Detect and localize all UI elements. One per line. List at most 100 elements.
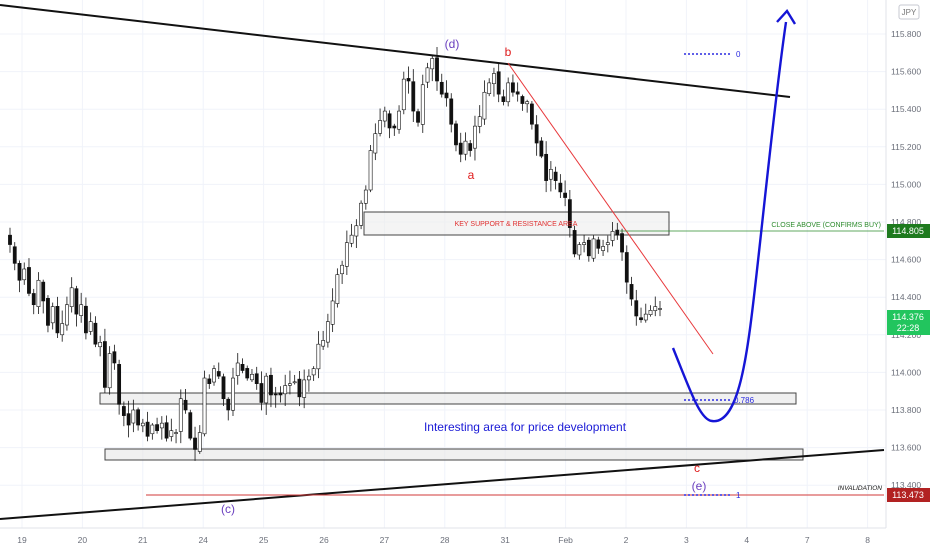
candle-body <box>79 304 84 316</box>
fib-0-label: 0 <box>736 50 741 59</box>
candle-body <box>297 378 302 398</box>
time-tick-label: 3 <box>684 535 689 545</box>
candle-body <box>117 364 122 405</box>
candle-body <box>392 125 397 129</box>
red-downtrend-line[interactable] <box>507 62 714 355</box>
candle-body <box>121 406 126 416</box>
candle-body <box>98 342 103 348</box>
candle-body <box>658 308 662 310</box>
confirm-price-tag <box>887 224 930 238</box>
interesting-area-label: Interesting area for price development <box>424 420 627 434</box>
price-axis[interactable]: 115.800 115.600 115.400 115.200 115.000 114.8… <box>891 29 921 490</box>
candle-body <box>164 422 169 439</box>
candle-body <box>454 123 458 146</box>
current-price-countdown: 22:28 <box>897 323 920 333</box>
candle-body <box>245 368 250 379</box>
candle-body <box>482 91 487 120</box>
time-tick-label: 19 <box>17 535 27 545</box>
currency-badge[interactable] <box>898 4 920 20</box>
candle-body <box>501 96 506 102</box>
candle-body <box>8 234 12 245</box>
candle-body <box>492 73 496 85</box>
candle-body <box>131 409 136 424</box>
candle-body <box>420 84 425 125</box>
candle-body <box>84 305 88 334</box>
candle-body <box>311 368 316 376</box>
lower-trendline[interactable] <box>0 449 885 520</box>
candle-body <box>159 422 164 429</box>
key-support-resistance-zone[interactable] <box>363 211 670 236</box>
candle-body <box>126 413 131 426</box>
candle-body <box>240 364 245 371</box>
currency-badge-label: JPY <box>902 8 917 17</box>
candle-body <box>178 398 183 432</box>
price-tick-label: 114.600 <box>891 255 921 265</box>
candle-body <box>506 82 511 103</box>
candle-body <box>653 306 658 311</box>
candle-body <box>444 92 449 99</box>
candle-body <box>567 199 572 228</box>
candle-body <box>202 377 207 435</box>
candle-body <box>373 133 378 154</box>
candle-body <box>487 82 492 95</box>
candle-body <box>197 432 202 452</box>
candle-body <box>520 96 525 104</box>
candle-body <box>188 412 193 439</box>
candle-body <box>634 300 639 317</box>
price-tick-label: 114.800 <box>891 217 921 227</box>
candle-body <box>610 231 615 241</box>
close-above-label: CLOSE ABOVE (CONFIRMS BUY) <box>771 222 881 229</box>
wave-e-label: (e) <box>692 479 707 493</box>
current-price-tag <box>887 310 930 335</box>
candle-body <box>136 409 141 426</box>
projection-path[interactable] <box>671 21 788 423</box>
wave-d-label: (d) <box>445 37 460 51</box>
candle-body <box>36 279 41 307</box>
invalidation-price-text: 113.473 <box>892 490 924 500</box>
upper-trendline[interactable] <box>0 4 791 98</box>
candle-body <box>112 351 117 364</box>
time-axis[interactable]: 19 20 21 24 25 26 27 28 31 Feb 2 3 4 7 8 <box>17 535 870 545</box>
candle-body <box>525 101 530 105</box>
candle-body <box>22 268 27 281</box>
candle-body <box>349 234 354 244</box>
candle-body <box>624 252 629 283</box>
time-tick-label: 4 <box>744 535 749 545</box>
candle-body <box>221 376 226 400</box>
candle-body <box>231 377 235 411</box>
candle-body <box>93 322 98 345</box>
candle-body <box>193 437 197 450</box>
candle-body <box>534 124 539 144</box>
candle-body <box>468 143 473 151</box>
wave-a-label: a <box>468 168 475 182</box>
candle-body <box>278 392 283 396</box>
candle-body <box>359 202 363 226</box>
candle-body <box>55 306 60 334</box>
candle-body <box>620 233 624 253</box>
time-tick-label: 27 <box>380 535 390 545</box>
candle-body <box>496 71 501 95</box>
candle-body <box>382 110 387 122</box>
candle-body <box>643 313 648 321</box>
candle-body <box>558 182 563 193</box>
time-tick-label: 20 <box>78 535 88 545</box>
current-price-text: 114.376 <box>892 312 924 322</box>
price-tick-label: 115.000 <box>891 179 921 189</box>
candle-body <box>511 82 515 93</box>
candle-body <box>401 78 406 111</box>
time-tick-label: 7 <box>805 535 810 545</box>
candle-body <box>629 284 634 300</box>
candle-body <box>615 229 620 236</box>
time-tick-label: Feb <box>558 535 573 545</box>
time-tick-label: 31 <box>500 535 510 545</box>
candle-body <box>335 274 340 304</box>
candle-body <box>60 323 65 336</box>
candle-body <box>548 169 553 180</box>
lower-support-zone[interactable] <box>104 448 804 461</box>
fib-786-zone[interactable] <box>99 392 797 405</box>
price-tick-label: 115.400 <box>891 104 921 114</box>
candle-body <box>41 281 46 302</box>
candle-body <box>406 78 411 82</box>
candle-body <box>477 116 482 127</box>
